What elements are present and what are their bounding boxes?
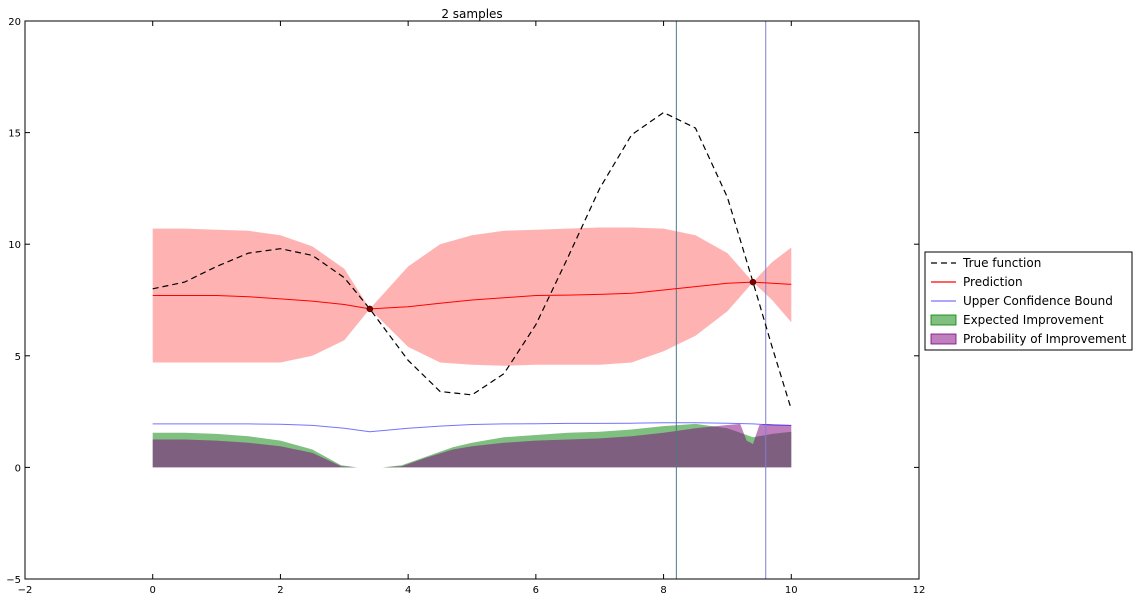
sample-point: [749, 278, 757, 286]
x-tick-label: 10: [785, 585, 798, 596]
legend-entry: Prediction: [931, 275, 1023, 289]
confidence-band: [152, 227, 792, 366]
y-tick-label: 0: [15, 463, 21, 474]
probability-of-improvement-area: [152, 423, 792, 468]
y-tick-label: −5: [6, 575, 21, 586]
legend-swatch: [930, 333, 957, 345]
legend-entry: Expected Improvement: [930, 313, 1104, 327]
legend-label: Prediction: [963, 275, 1023, 289]
true-function-line: [152, 111, 792, 410]
legend-entry: Upper Confidence Bound: [931, 294, 1113, 308]
ucb-line: [152, 422, 792, 433]
x-tick-label: −2: [18, 585, 33, 596]
legend-box: [924, 251, 1133, 351]
y-tick-label: 15: [8, 129, 21, 140]
prediction-line: [152, 281, 792, 310]
sample-point: [366, 305, 374, 313]
x-tick-label: 12: [913, 585, 926, 596]
y-tick-label: 5: [15, 352, 21, 363]
x-tick-label: 6: [533, 585, 539, 596]
legend: True function Prediction Upper Confidence …: [924, 251, 1133, 351]
x-tick-label: 0: [150, 585, 156, 596]
legend-label: True function: [962, 256, 1041, 270]
legend-swatch: [930, 314, 957, 326]
y-tick-label: 10: [8, 240, 21, 251]
plot-area: [152, 21, 792, 579]
legend-entry: Probability of Improvement: [930, 332, 1127, 346]
x-tick-label: 2: [277, 585, 283, 596]
axis-ticks: −2 0 2 4 6 8 10 12 −5 0 5 10 15 20: [6, 17, 925, 596]
legend-label: Upper Confidence Bound: [963, 294, 1113, 308]
chart-title: 2 samples: [441, 7, 502, 21]
plot-frame: [24, 20, 920, 580]
legend-label: Expected Improvement: [963, 313, 1104, 327]
x-tick-label: 4: [405, 585, 411, 596]
x-tick-label: 8: [660, 585, 666, 596]
legend-label: Probability of Improvement: [963, 332, 1127, 346]
legend-entry: True function: [931, 256, 1041, 270]
y-tick-label: 20: [8, 17, 21, 28]
